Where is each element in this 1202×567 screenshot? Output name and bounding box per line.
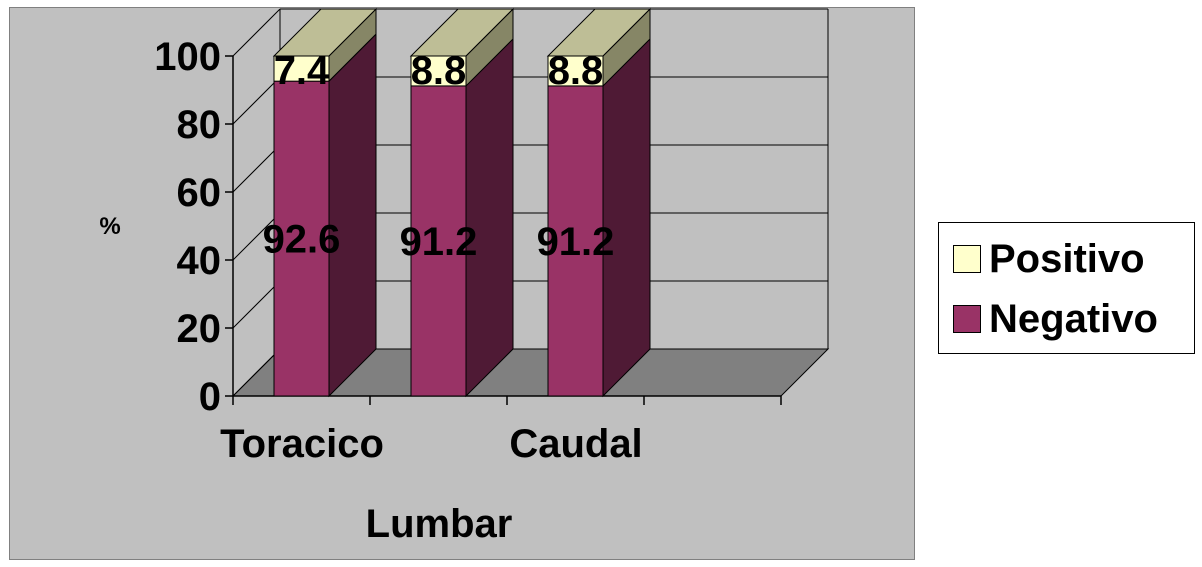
- data-label-negativo-caudal: 91.2: [537, 220, 615, 264]
- data-label-positivo-caudal: 8.8: [548, 49, 604, 93]
- legend-label-positivo: Positivo: [989, 237, 1145, 281]
- y-tick-label-1: 20: [177, 307, 222, 351]
- bar-top-lumbar: [409, 8, 515, 57]
- gridline-side-5: [232, 8, 281, 57]
- data-label-positivo-toracico: 7.4: [274, 49, 330, 93]
- gridline-side-4: [232, 76, 281, 125]
- y-tick-label-4: 80: [177, 103, 222, 147]
- y-axis-label: %: [99, 213, 120, 240]
- bar-negativo-side-lumbar: [465, 37, 514, 398]
- bar-negativo-side-caudal: [602, 37, 651, 398]
- y-tick-label-2: 40: [177, 239, 222, 283]
- x-tick-label-lumbar: Lumbar: [366, 502, 513, 546]
- gridline-side-1: [232, 280, 281, 329]
- data-label-negativo-lumbar: 91.2: [400, 220, 478, 264]
- x-tick-label-toracico: Toracico: [220, 422, 384, 466]
- bar-negativo-caudal: [547, 85, 604, 397]
- data-label-positivo-lumbar: 8.8: [411, 49, 467, 93]
- y-tick-label-0: 0: [199, 375, 221, 419]
- bar-top-toracico: [272, 8, 378, 57]
- legend-swatch-negativo: [953, 305, 981, 333]
- bar-negativo-lumbar: [410, 85, 467, 397]
- y-tick-label-5: 100: [154, 35, 221, 79]
- legend-label-negativo: Negativo: [989, 297, 1158, 341]
- bar-positivo-caudal: [547, 55, 604, 87]
- legend-swatch-positivo: [953, 245, 981, 273]
- legend: Positivo Negativo: [938, 222, 1195, 354]
- gridline-side-0: [232, 348, 281, 397]
- legend-item-negativo: Negativo: [953, 297, 1158, 341]
- data-label-negativo-toracico: 92.6: [263, 218, 341, 262]
- y-tick-label-3: 60: [177, 171, 222, 215]
- bar-negativo-side-toracico: [328, 32, 377, 398]
- legend-item-positivo: Positivo: [953, 237, 1145, 281]
- x-tick-label-caudal: Caudal: [509, 422, 642, 466]
- gridline-side-2: [232, 212, 281, 261]
- bars: [272, 7, 652, 398]
- bar-top-caudal: [546, 8, 652, 57]
- chart-texts: 0 20 40 60 80 100% Toracico Lumbar Caudal 92.6 7.4…: [99, 35, 642, 546]
- gridline-side-3: [232, 144, 281, 193]
